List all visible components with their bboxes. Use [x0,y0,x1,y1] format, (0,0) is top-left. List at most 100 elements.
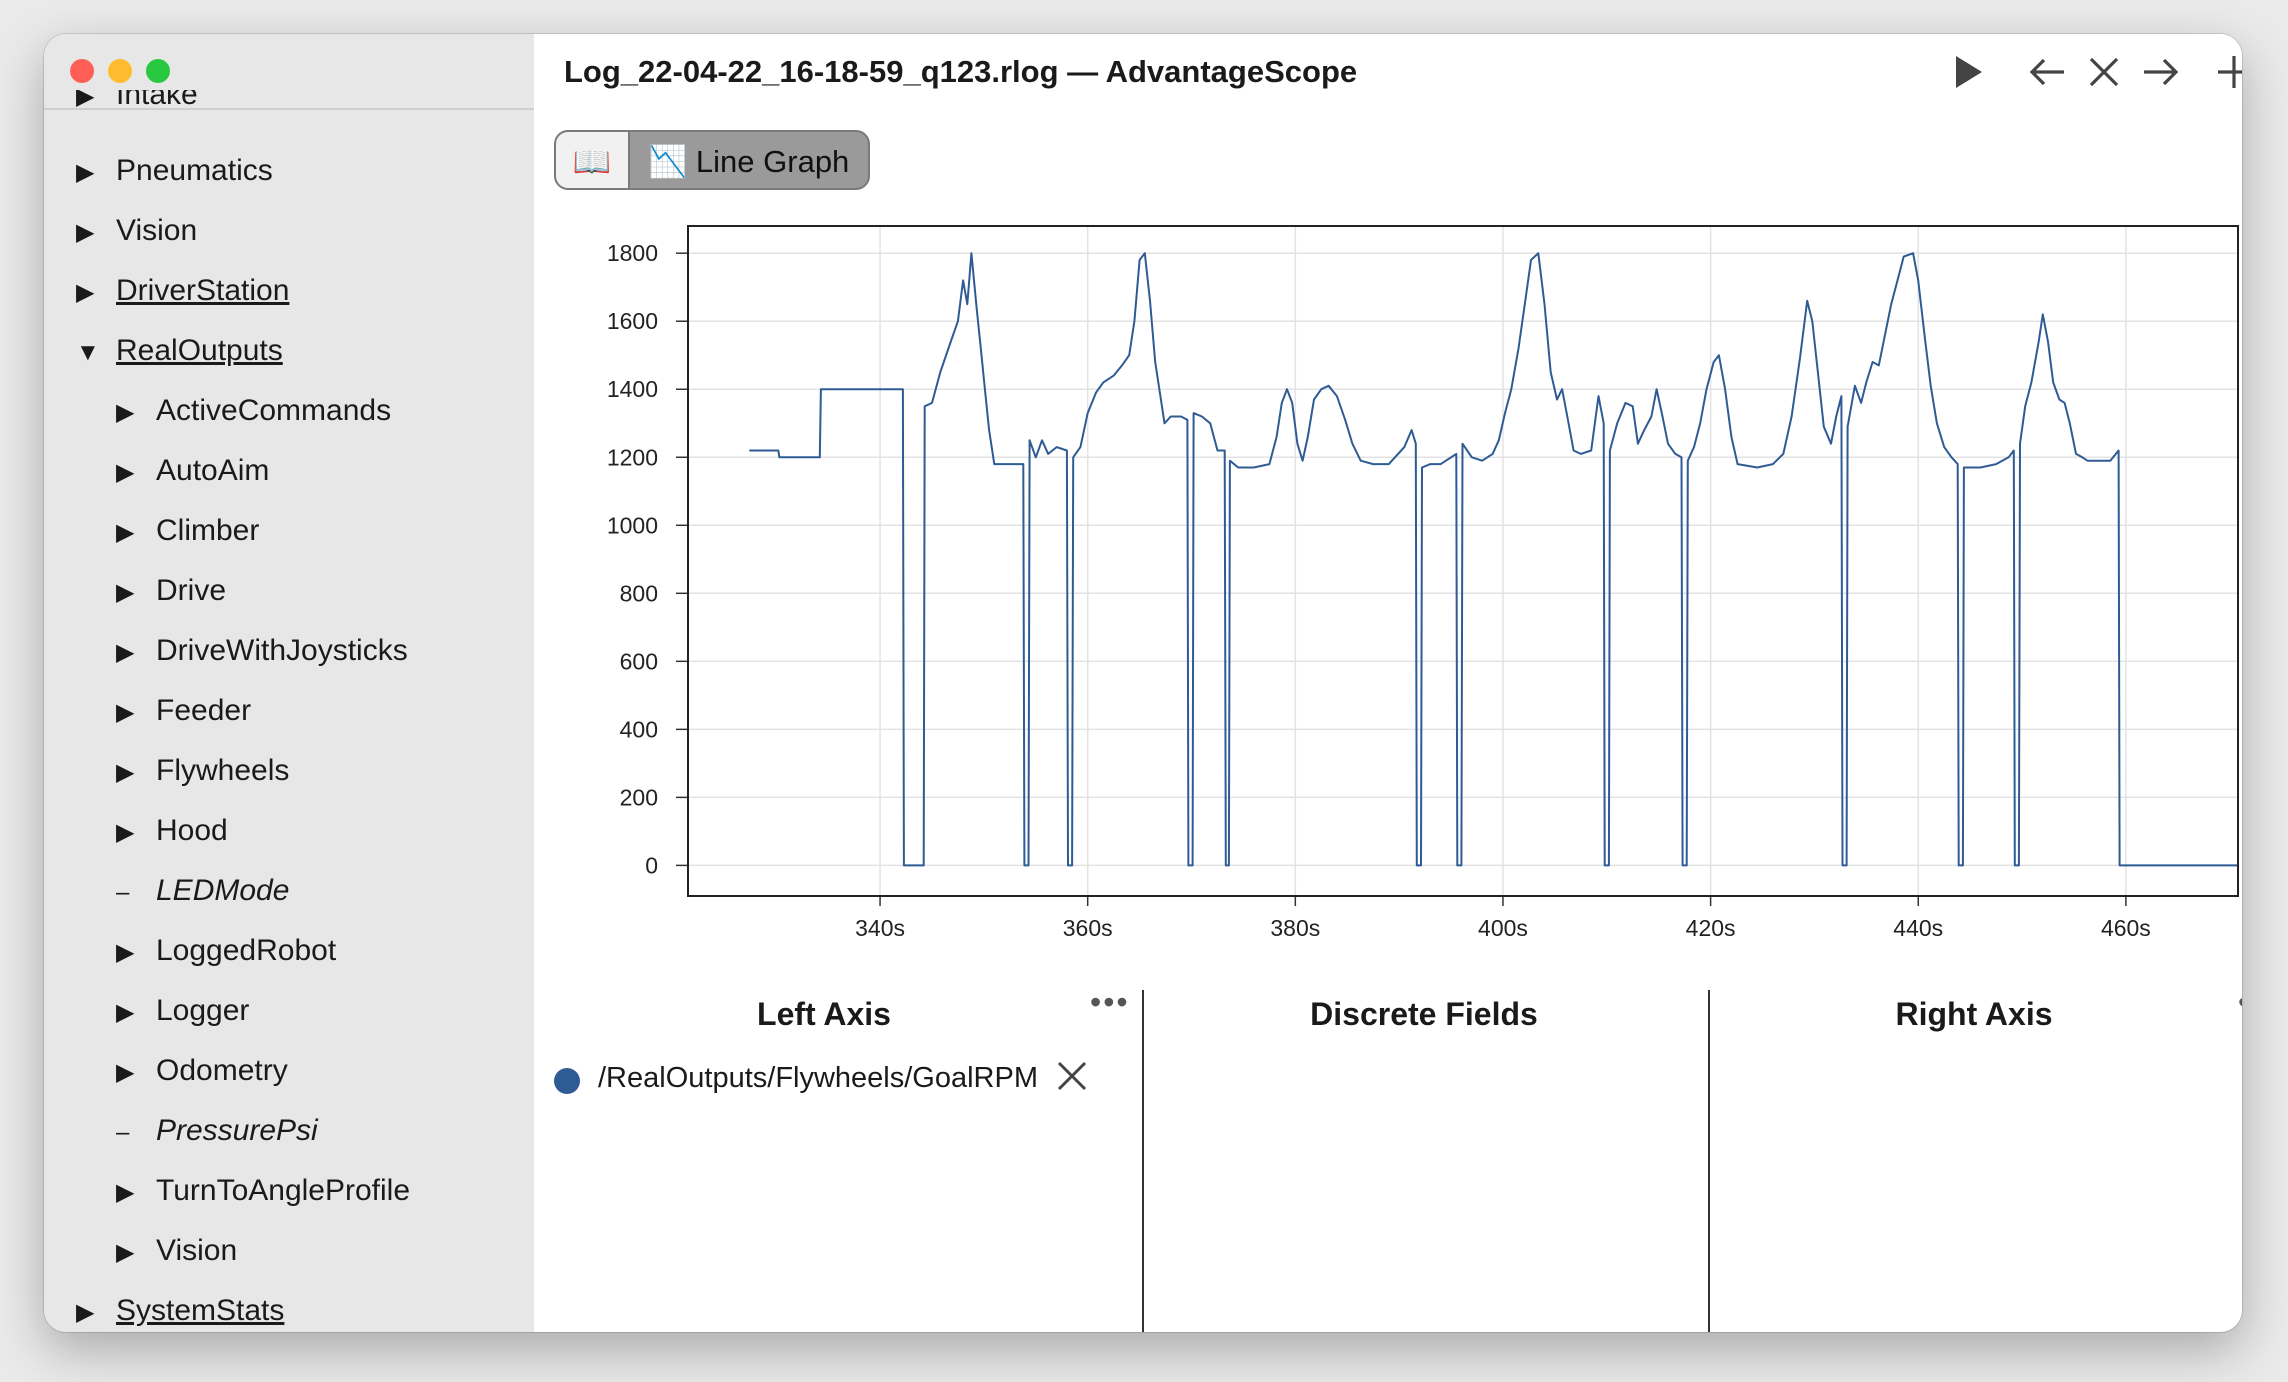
main-area: Log_22-04-22_16-18-59_q123.rlog — Advant… [534,34,2242,1332]
x-tick-label: 420s [1686,915,1736,941]
arrow-right-icon [2144,58,2179,86]
window-maximize-button[interactable] [146,59,170,83]
tree-item-vision[interactable]: ▶ Vision [76,207,197,255]
tree-item-label: RealOutputs [116,334,283,367]
tree-item-feeder[interactable]: ▶ Feeder [116,687,251,735]
left-axis-title: Left Axis [757,996,891,1032]
tree-item-label: PressurePsi [156,1114,318,1147]
right-axis-title: Right Axis [1895,996,2053,1032]
plot-border [687,225,2239,897]
x-tick-label: 340s [855,915,905,941]
series-color-dot[interactable] [554,1068,580,1094]
tree-item-label: Vision [156,1234,238,1267]
tree-item-turntoangleprofile[interactable]: ▶ TurnToAngleProfile [116,1167,410,1215]
x-tick-label: 360s [1063,915,1113,941]
tree-item-drive[interactable]: ▶ Drive [116,567,226,615]
y-tick-label: 400 [620,716,658,742]
tree-item-driverstation[interactable]: ▶ DriverStation [76,267,289,315]
tree-item-pneumatics[interactable]: ▶ Pneumatics [76,147,273,195]
right-axis-menu-button[interactable]: ••• [2238,984,2242,1021]
tree-item-label: LEDMode [156,874,290,907]
tree-item-label: Feeder [156,694,252,727]
tree-item-label: AutoAim [156,454,270,487]
chevron-down-icon: ▼ [76,339,100,366]
y-tick-label: 1400 [607,376,658,402]
window-close-button[interactable] [70,59,94,83]
close-tab-button[interactable] [2084,52,2124,101]
tree-item-drivewithjoysticks[interactable]: ▶ DriveWithJoysticks [116,627,408,675]
tree-item-label: DriverStation [116,274,290,307]
tree-item-autoaim[interactable]: ▶ AutoAim [116,447,269,495]
chevron-right-icon: ▶ [76,279,95,306]
sidebar-divider [44,108,534,110]
tree-item-climber[interactable]: ▶ Climber [116,507,259,555]
tree-item-partial[interactable]: ▶ Intake [76,90,198,110]
forward-button[interactable] [2140,52,2180,101]
discrete-fields-title: Discrete Fields [1310,996,1538,1032]
chevron-right-icon: ▶ [116,1179,135,1206]
plus-icon [2218,56,2242,88]
window-title: Log_22-04-22_16-18-59_q123.rlog — Advant… [564,54,1358,89]
play-icon [1956,56,1982,88]
tree-item-logger[interactable]: ▶ Logger [116,987,249,1035]
close-icon [1057,1061,1087,1091]
tree-item-loggedrobot[interactable]: ▶ LoggedRobot [116,927,336,975]
tree-item-label: DriveWithJoysticks [156,634,408,667]
chevron-right-icon: ▶ [116,999,135,1026]
dash-icon: – [116,1119,130,1146]
field-label: /RealOutputs/Flywheels/GoalRPM [598,1062,1038,1094]
tree-item-pressurepsi[interactable]: – PressurePsi [116,1107,318,1155]
tree-item-label: Hood [156,814,228,847]
tree-item-label: Logger [156,994,250,1027]
y-tick-label: 200 [620,784,658,810]
tree-item-hood[interactable]: ▶ Hood [116,807,228,855]
tree-item-flywheels[interactable]: ▶ Flywheels [116,747,289,795]
disclosure-arrow-icon: ▶ [76,90,95,110]
window-minimize-button[interactable] [108,59,132,83]
play-button[interactable] [1952,52,1986,101]
tab-line-graph[interactable]: 📉 Line Graph [628,130,870,190]
log-field-tree[interactable]: ▶ Intake ▶ Pneumatics ▶ Vision ▶ DriverStation ▼… [44,34,534,1332]
chevron-right-icon: ▶ [116,1059,135,1086]
x-tick-label: 460s [2101,915,2151,941]
app-window: ▶ Intake ▶ Pneumatics ▶ Vision ▶ DriverStation ▼… [44,34,2242,1332]
line-graph-chart[interactable]: 0 200 400 600 800 1000 1200 1400 1600 1800 340s 360… [534,34,2242,994]
x-tick-label: 380s [1270,915,1320,941]
tree-item-label: Odometry [156,1054,288,1087]
add-tab-button[interactable] [2214,52,2242,101]
chevron-right-icon: ▶ [116,579,135,606]
tree-item-label: Climber [156,514,260,547]
remove-field-button[interactable] [1052,1056,1092,1106]
chevron-right-icon: ▶ [116,519,135,546]
chevron-right-icon: ▶ [116,819,135,846]
left-axis-menu-button[interactable]: ••• [1090,984,1130,1020]
chevron-right-icon: ▶ [116,1239,135,1266]
y-tick-label: 0 [645,852,658,878]
arrow-left-icon [2029,58,2064,86]
tree-item-label: TurnToAngleProfile [156,1174,411,1207]
tree-item-label: Intake [116,90,198,110]
tree-item-activecommands[interactable]: ▶ ActiveCommands [116,387,391,435]
chevron-right-icon: ▶ [76,159,95,186]
chevron-right-icon: ▶ [116,639,135,666]
dash-icon: – [116,879,130,906]
tree-item-vision[interactable]: ▶ Vision [116,1227,237,1275]
back-button[interactable] [2028,52,2068,101]
tree-item-label: SystemStats [116,1294,285,1327]
y-tick-label: 1800 [607,240,658,266]
series-line-goal-rpm [749,252,2238,867]
tree-item-label: Pneumatics [116,154,273,187]
tree-item-label: Flywheels [156,754,290,787]
chevron-right-icon: ▶ [116,399,135,426]
tree-item-realoutputs[interactable]: ▼ RealOutputs [76,327,283,375]
tree-item-systemstats[interactable]: ▶ SystemStats [76,1287,284,1332]
x-tick-label: 400s [1478,915,1528,941]
y-tick-label: 800 [620,580,658,606]
y-tick-label: 1200 [607,444,658,470]
x-tick-label: 440s [1893,915,1943,941]
tree-item-odometry[interactable]: ▶ Odometry [116,1047,288,1095]
tree-item-ledmode[interactable]: – LEDMode [116,867,289,915]
chevron-right-icon: ▶ [116,459,135,486]
y-tick-label: 1000 [607,512,658,538]
panel-divider-right [1708,990,1710,1332]
